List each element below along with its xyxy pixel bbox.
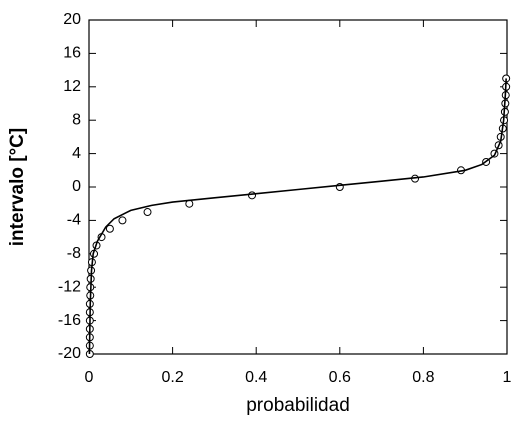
y-tick-label: 4 — [72, 145, 81, 162]
x-tick-label: 0.4 — [245, 369, 267, 386]
x-tick-label: 0.8 — [412, 369, 434, 386]
y-tick-label: -4 — [67, 212, 81, 229]
fit-line — [88, 78, 507, 355]
y-tick-label: 8 — [72, 111, 81, 128]
plot-frame — [88, 19, 508, 355]
data-point — [143, 208, 152, 217]
y-tick-label: 12 — [63, 78, 81, 95]
y-tick-label: 20 — [63, 11, 81, 28]
y-tick-label: -16 — [58, 312, 81, 329]
y-tick-label: 16 — [63, 45, 81, 62]
x-tick-label: 0.6 — [329, 369, 351, 386]
x-tick-label: 0.2 — [161, 369, 183, 386]
data-point — [118, 216, 127, 225]
y-tick-label: -20 — [58, 345, 81, 362]
data-point — [105, 224, 114, 233]
y-tick-label: 0 — [72, 178, 81, 195]
y-tick-label: -8 — [67, 245, 81, 262]
data-point — [248, 191, 257, 200]
x-tick-label: 0 — [85, 369, 94, 386]
x-tick-label: 1 — [503, 369, 512, 386]
y-axis-label: intervalo [°C] — [7, 128, 28, 246]
x-axis-label: probabilidad — [246, 395, 350, 416]
y-tick-label: -12 — [58, 278, 81, 295]
